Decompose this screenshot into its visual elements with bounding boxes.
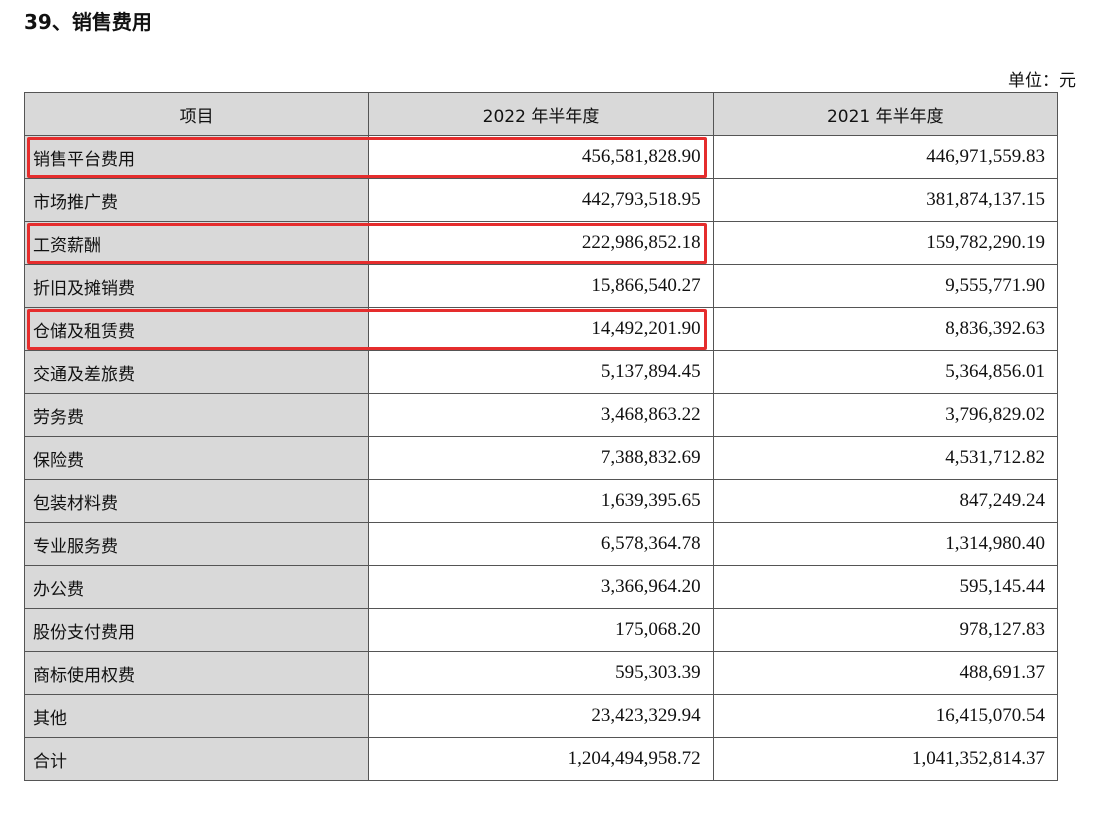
row-item: 其他 bbox=[23, 694, 370, 738]
table-row: 其他 23,423,329.94 16,415,070.54 bbox=[23, 694, 1059, 738]
table-row: 保险费 7,388,832.69 4,531,712.82 bbox=[23, 436, 1059, 480]
row-item: 仓储及租赁费 bbox=[23, 307, 370, 351]
table-row: 办公费 3,366,964.20 595,145.44 bbox=[23, 565, 1059, 609]
section-title: 39、销售费用 bbox=[24, 10, 152, 34]
row-item: 包装材料费 bbox=[23, 479, 370, 523]
value-2022: 456,581,828.90 bbox=[368, 135, 714, 179]
table-row: 交通及差旅费 5,137,894.45 5,364,856.01 bbox=[23, 350, 1059, 394]
value-2021: 446,971,559.83 bbox=[712, 135, 1059, 179]
value-2022: 442,793,518.95 bbox=[368, 178, 714, 222]
value-2021: 16,415,070.54 bbox=[712, 694, 1059, 738]
row-item: 合计 bbox=[23, 737, 370, 781]
table-row: 商标使用权费 595,303.39 488,691.37 bbox=[23, 651, 1059, 695]
table-row: 包装材料费 1,639,395.65 847,249.24 bbox=[23, 479, 1059, 523]
table-row: 仓储及租赁费 14,492,201.90 8,836,392.63 bbox=[23, 307, 1059, 351]
table-row: 折旧及摊销费 15,866,540.27 9,555,771.90 bbox=[23, 264, 1059, 308]
value-2022: 6,578,364.78 bbox=[368, 522, 714, 566]
value-2021: 1,041,352,814.37 bbox=[712, 737, 1059, 781]
highlight-box bbox=[27, 223, 707, 264]
value-2021: 5,364,856.01 bbox=[712, 350, 1059, 394]
row-item: 保险费 bbox=[23, 436, 370, 480]
row-item: 销售平台费用 bbox=[23, 135, 370, 179]
value-2022: 3,366,964.20 bbox=[368, 565, 714, 609]
value-2022: 1,204,494,958.72 bbox=[368, 737, 714, 781]
value-2022: 3,468,863.22 bbox=[368, 393, 714, 437]
value-2021: 9,555,771.90 bbox=[712, 264, 1059, 308]
value-2021: 3,796,829.02 bbox=[712, 393, 1059, 437]
header-item: 项目 bbox=[23, 92, 370, 136]
table-row: 工资薪酬 222,986,852.18 159,782,290.19 bbox=[23, 221, 1059, 265]
value-2021: 8,836,392.63 bbox=[712, 307, 1059, 351]
sales-expense-table: 项目 2022 年半年度 2021 年半年度 销售平台费用 456,581,828… bbox=[23, 92, 1059, 781]
value-2021: 159,782,290.19 bbox=[712, 221, 1059, 265]
row-item: 工资薪酬 bbox=[23, 221, 370, 265]
value-2022: 5,137,894.45 bbox=[368, 350, 714, 394]
value-2022: 175,068.20 bbox=[368, 608, 714, 652]
row-item: 劳务费 bbox=[23, 393, 370, 437]
value-2022: 1,639,395.65 bbox=[368, 479, 714, 523]
row-item: 交通及差旅费 bbox=[23, 350, 370, 394]
table-row: 股份支付费用 175,068.20 978,127.83 bbox=[23, 608, 1059, 652]
value-2022: 7,388,832.69 bbox=[368, 436, 714, 480]
row-item: 专业服务费 bbox=[23, 522, 370, 566]
header-2021: 2021 年半年度 bbox=[712, 92, 1059, 136]
unit-label: 单位：元 bbox=[1008, 71, 1076, 91]
value-2021: 4,531,712.82 bbox=[712, 436, 1059, 480]
row-item: 市场推广费 bbox=[23, 178, 370, 222]
header-2022: 2022 年半年度 bbox=[368, 92, 714, 136]
value-2022: 222,986,852.18 bbox=[368, 221, 714, 265]
value-2021: 488,691.37 bbox=[712, 651, 1059, 695]
row-item: 商标使用权费 bbox=[23, 651, 370, 695]
row-item: 股份支付费用 bbox=[23, 608, 370, 652]
table-row: 销售平台费用 456,581,828.90 446,971,559.83 bbox=[23, 135, 1059, 179]
table-row: 市场推广费 442,793,518.95 381,874,137.15 bbox=[23, 178, 1059, 222]
value-2021: 847,249.24 bbox=[712, 479, 1059, 523]
highlight-box bbox=[27, 137, 707, 178]
value-2021: 595,145.44 bbox=[712, 565, 1059, 609]
header-row: 项目 2022 年半年度 2021 年半年度 bbox=[23, 92, 1059, 136]
value-2022: 14,492,201.90 bbox=[368, 307, 714, 351]
value-2022: 15,866,540.27 bbox=[368, 264, 714, 308]
row-item: 折旧及摊销费 bbox=[23, 264, 370, 308]
table-row: 合计 1,204,494,958.72 1,041,352,814.37 bbox=[23, 737, 1059, 781]
highlight-box bbox=[27, 309, 707, 350]
value-2021: 1,314,980.40 bbox=[712, 522, 1059, 566]
value-2022: 23,423,329.94 bbox=[368, 694, 714, 738]
table-row: 专业服务费 6,578,364.78 1,314,980.40 bbox=[23, 522, 1059, 566]
value-2021: 381,874,137.15 bbox=[712, 178, 1059, 222]
value-2021: 978,127.83 bbox=[712, 608, 1059, 652]
table-row: 劳务费 3,468,863.22 3,796,829.02 bbox=[23, 393, 1059, 437]
row-item: 办公费 bbox=[23, 565, 370, 609]
value-2022: 595,303.39 bbox=[368, 651, 714, 695]
